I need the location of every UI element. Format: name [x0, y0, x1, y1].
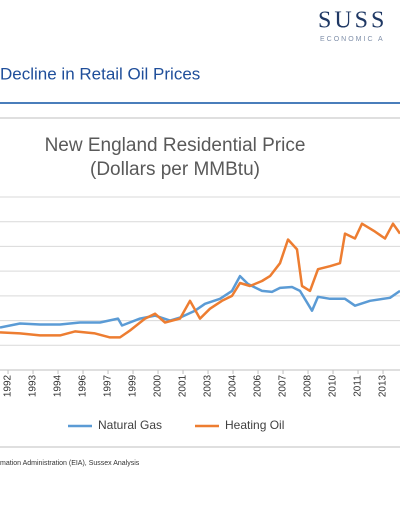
x-tick-label: 2013	[378, 374, 389, 397]
chart-frame	[0, 117, 400, 448]
x-tick-label: 2000	[153, 374, 164, 397]
x-tick-label: 2006	[253, 374, 264, 397]
slide-title: Decline in Retail Oil Prices	[0, 64, 200, 83]
x-tick-label: 1994	[53, 374, 64, 397]
series-line	[0, 222, 400, 339]
logo-subtitle: ECONOMIC A	[320, 36, 385, 43]
legend-label: Heating Oil	[225, 418, 284, 432]
source-note: mation Administration (EIA), Sussex Anal…	[0, 460, 140, 467]
x-tick-label: 2011	[353, 375, 364, 397]
x-tick-label: 2001	[178, 374, 189, 397]
x-tick-label: 1996	[78, 374, 89, 397]
x-tick-label: 2010	[328, 374, 339, 397]
x-tick-label: 2003	[203, 374, 214, 397]
x-tick-label: 2008	[303, 374, 314, 397]
x-tick-label: 1992	[3, 374, 14, 397]
logo: SUSS	[318, 8, 387, 34]
legend-label: Natural Gas	[98, 418, 162, 432]
x-tick-label: 1999	[128, 374, 139, 397]
x-tick-label: 1993	[28, 374, 39, 397]
plot-area: 1992 1993 1994 1996 1997 1999 2000 2001 2003 2004…	[0, 196, 400, 397]
series-line	[0, 274, 400, 329]
chart-title: New England Residential Price	[45, 135, 306, 156]
x-tick-label: 2004	[228, 374, 239, 397]
chart-subtitle: (Dollars per MMBtu)	[90, 159, 260, 180]
x-tick-label: 2007	[278, 374, 289, 397]
x-tick-label: 1997	[103, 374, 114, 397]
